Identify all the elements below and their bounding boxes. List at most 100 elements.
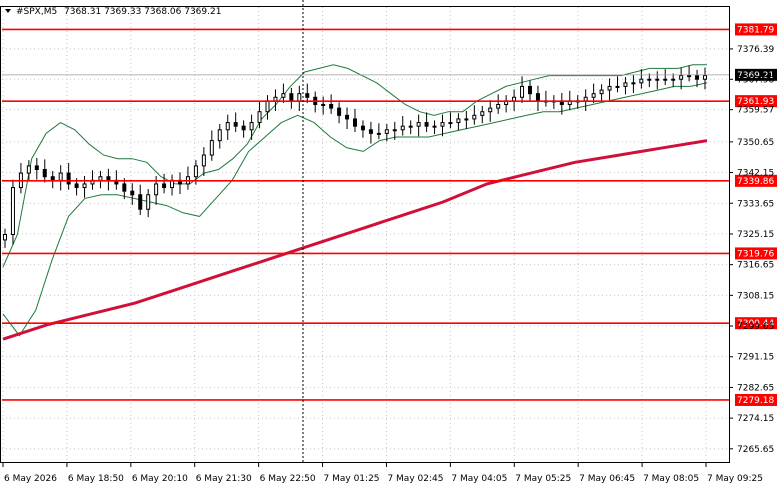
plot-frame xyxy=(0,6,730,463)
candle-body xyxy=(98,176,103,181)
candle-body xyxy=(122,183,127,192)
candle-body xyxy=(3,234,7,241)
candle-body xyxy=(305,93,310,98)
candle-body xyxy=(528,85,532,95)
candle-body xyxy=(10,187,15,235)
y-tick-label: 7308.15 xyxy=(737,291,774,301)
candle-body xyxy=(337,107,342,116)
x-tick-label: 6 May 22:50 xyxy=(260,474,316,484)
level-label-bg xyxy=(735,317,777,330)
current-price-label: 7369.21 xyxy=(737,71,774,81)
x-tick-label: 7 May 02:45 xyxy=(387,474,443,484)
y-tick-label: 7350.65 xyxy=(737,138,774,148)
candle-body xyxy=(289,93,294,102)
current-price-bg xyxy=(735,68,777,81)
candle-body xyxy=(695,75,700,80)
candle-body xyxy=(353,118,357,127)
level-label-bg xyxy=(735,247,777,260)
x-tick-label: 7 May 06:45 xyxy=(579,474,635,484)
candle-body xyxy=(440,122,445,127)
candle-body xyxy=(384,129,389,134)
candle-body xyxy=(106,176,111,181)
candle-body xyxy=(655,78,660,81)
candle-body xyxy=(26,165,31,174)
candle-body xyxy=(607,85,612,91)
candle-body xyxy=(249,122,254,131)
time-axis: 6 May 2026 6 May 18:50 6 May 20:10 6 May 21… xyxy=(2,463,763,484)
candle-body xyxy=(241,125,246,131)
candle-body xyxy=(74,183,79,189)
x-tick-label: 7 May 08:05 xyxy=(643,474,699,484)
ohlc-values: 7368.31 7369.33 7368.06 7369.21 xyxy=(64,7,221,17)
y-tick-label: 7265.65 xyxy=(737,445,774,455)
y-tick-label: 7325.15 xyxy=(737,230,774,240)
candle-body xyxy=(679,75,684,80)
level-label: 7300.44 xyxy=(737,319,774,329)
y-tick-label: 7274.15 xyxy=(737,414,774,424)
candle-body xyxy=(265,100,270,113)
y-tick-label: 7316.65 xyxy=(737,261,774,271)
collapse-arrow-icon[interactable] xyxy=(5,9,11,13)
x-tick-label: 7 May 04:05 xyxy=(451,474,507,484)
candle-body xyxy=(424,122,429,127)
candle-body xyxy=(233,122,238,127)
x-tick-label: 6 May 21:30 xyxy=(196,474,252,484)
candle-body xyxy=(416,122,421,127)
candle-body xyxy=(631,82,636,85)
candle-body xyxy=(345,114,350,120)
level-label: 7279.18 xyxy=(737,396,774,406)
ma-line xyxy=(2,139,708,341)
candle-body xyxy=(34,165,39,170)
symbol-timeframe: #SPX,M5 xyxy=(16,7,57,17)
candle-body xyxy=(456,118,461,124)
candle-body xyxy=(257,111,262,124)
bollinger-bands xyxy=(2,64,708,337)
candle-body xyxy=(687,75,692,78)
x-tick-label: 6 May 20:10 xyxy=(132,474,188,484)
candle-body xyxy=(376,132,381,135)
candle-body xyxy=(464,118,469,121)
level-label: 7319.76 xyxy=(737,249,774,259)
upper-band-line xyxy=(2,64,707,268)
level-label: 7339.86 xyxy=(737,177,774,187)
candle-body xyxy=(623,82,628,87)
candle-body xyxy=(193,165,198,178)
x-tick-label: 6 May 2026 xyxy=(4,474,57,484)
x-tick-label: 6 May 18:50 xyxy=(68,474,124,484)
candle-body xyxy=(130,190,135,196)
candle-body xyxy=(138,194,143,210)
y-tick-label: 7282.65 xyxy=(737,383,774,393)
chart-header: #SPX,M5 7368.31 7369.33 7368.06 7369.21 xyxy=(5,7,221,17)
candle-body xyxy=(392,129,397,132)
candle-body xyxy=(591,93,596,98)
candle-body xyxy=(535,93,540,102)
candle-body xyxy=(225,122,230,131)
candle-body xyxy=(58,172,63,181)
x-tick-label: 7 May 09:25 xyxy=(707,474,763,484)
candle-body xyxy=(615,85,620,88)
y-tick-label: 7333.65 xyxy=(737,199,774,209)
y-tick-label: 7299.65 xyxy=(737,322,774,332)
levels: 7381.79 7361.93 7339.86 7319.76 7300.44 7279.… xyxy=(2,23,777,406)
candle-body xyxy=(639,78,644,84)
candle-body xyxy=(82,183,87,189)
candle-body xyxy=(432,125,437,128)
candle-body xyxy=(146,194,151,210)
candle-body xyxy=(368,129,373,134)
moving-average xyxy=(2,139,708,341)
x-tick-label: 7 May 01:25 xyxy=(324,474,380,484)
candle-body xyxy=(480,111,485,116)
candle-body xyxy=(400,125,405,131)
lower-band-line xyxy=(2,82,708,337)
candle-body xyxy=(472,114,477,120)
candle-body xyxy=(209,140,214,156)
candle-body xyxy=(42,169,47,178)
candle-body xyxy=(663,78,668,81)
candle-body xyxy=(154,183,159,196)
candle-body xyxy=(703,75,707,80)
level-label-bg xyxy=(735,174,777,187)
candle-body xyxy=(162,183,167,189)
